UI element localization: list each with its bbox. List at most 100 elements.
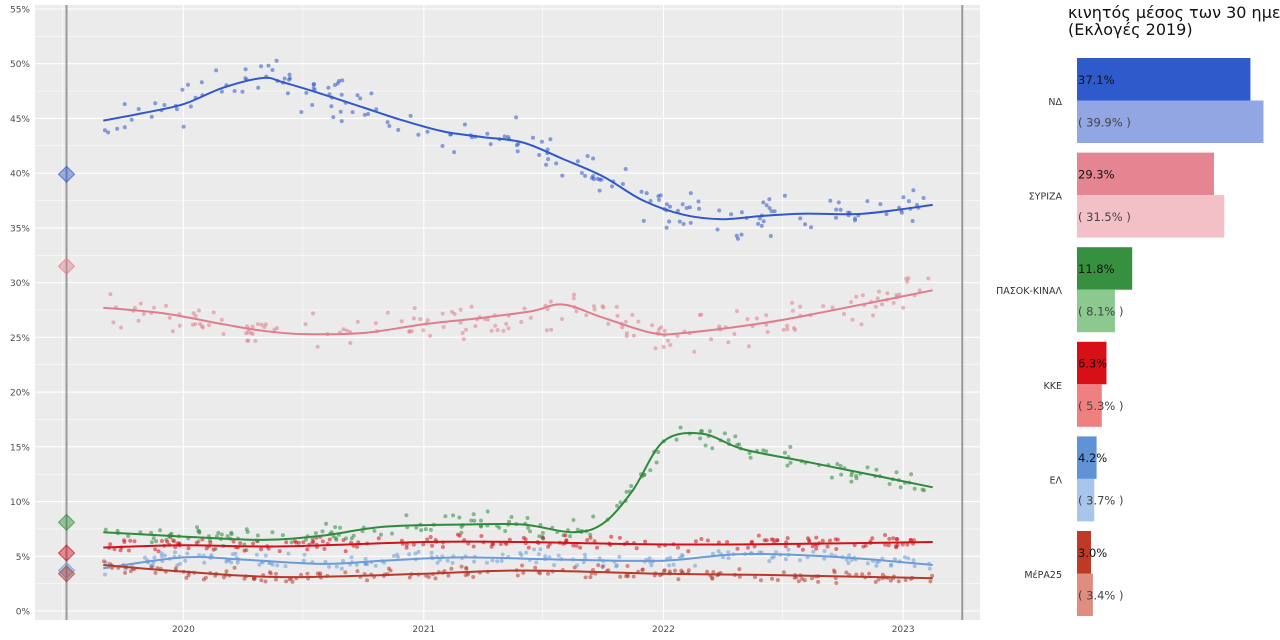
poll-point <box>339 119 344 124</box>
y-tick-label: 40% <box>10 170 30 180</box>
poll-point <box>583 173 588 178</box>
poll-point <box>748 455 753 460</box>
poll-point <box>545 307 550 312</box>
poll-point <box>716 549 721 554</box>
poll-point <box>761 200 766 205</box>
poll-point <box>305 571 310 576</box>
poll-point <box>348 341 353 345</box>
poll-point <box>696 199 701 204</box>
poll-point <box>764 449 769 454</box>
poll-point <box>592 307 597 312</box>
poll-point <box>828 538 832 543</box>
poll-point <box>676 545 680 550</box>
poll-point <box>350 110 355 115</box>
poll-point <box>479 534 484 538</box>
poll-point <box>404 513 409 518</box>
poll-point <box>927 566 932 571</box>
poll-point <box>164 303 168 308</box>
poll-point <box>469 518 474 523</box>
poll-point <box>289 540 294 545</box>
poll-point <box>287 77 291 82</box>
poll-point <box>810 544 815 549</box>
poll-point <box>362 112 367 117</box>
poll-point <box>870 536 875 541</box>
poll-point <box>507 537 512 542</box>
poll-point <box>460 331 465 335</box>
poll-point <box>320 529 325 534</box>
poll-point <box>303 322 308 327</box>
poll-point <box>693 563 697 568</box>
x-tick-label: 2020 <box>172 625 195 635</box>
poll-point <box>867 571 872 576</box>
trend-line <box>103 289 933 336</box>
poll-point <box>411 316 416 321</box>
poll-point <box>908 538 913 543</box>
poll-point <box>911 558 916 563</box>
poll-point <box>455 532 460 537</box>
poll-point <box>733 434 738 439</box>
poll-point <box>122 538 127 543</box>
poll-point <box>592 304 596 309</box>
y-tick-label: 5% <box>16 553 31 563</box>
poll-point <box>229 560 234 565</box>
poll-point <box>407 329 412 334</box>
poll-point <box>275 563 280 568</box>
poll-point <box>230 552 235 557</box>
bar-value-label: 4.2% <box>1078 451 1107 465</box>
poll-point <box>734 233 739 238</box>
poll-point <box>757 216 762 221</box>
poll-point <box>650 323 655 328</box>
poll-point <box>327 537 332 542</box>
poll-point <box>909 472 914 477</box>
poll-point <box>428 527 433 532</box>
poll-point <box>425 129 430 134</box>
poll-point <box>430 543 434 548</box>
poll-point <box>388 568 393 573</box>
poll-point <box>191 311 196 316</box>
poll-point <box>440 144 445 148</box>
poll-point <box>705 538 710 543</box>
poll-point <box>334 564 339 569</box>
poll-point <box>428 333 433 338</box>
poll-point <box>464 327 468 332</box>
poll-point <box>625 564 630 568</box>
poll-point <box>149 540 154 545</box>
poll-trend-chart: 0%5%10%15%20%25%30%35%40%45%50%55% 2020 2… <box>10 5 980 635</box>
poll-point <box>648 199 653 203</box>
poll-point <box>537 534 542 539</box>
x-tick-label: 2022 <box>652 625 675 635</box>
poll-point <box>418 317 423 322</box>
poll-point <box>698 436 703 441</box>
poll-point <box>859 322 864 327</box>
poll-point <box>472 559 477 564</box>
poll-point <box>571 518 576 522</box>
poll-point <box>461 337 466 342</box>
bar-value-label: ( 8.1% ) <box>1078 304 1124 318</box>
poll-point <box>407 575 412 580</box>
poll-point <box>887 536 892 541</box>
party-bar <box>1077 341 1107 385</box>
poll-point <box>257 562 262 567</box>
poll-point <box>311 82 316 87</box>
poll-point <box>735 546 740 551</box>
poll-point <box>873 580 878 584</box>
party-bar <box>1077 573 1093 616</box>
poll-point <box>615 313 620 318</box>
poll-point <box>860 572 865 577</box>
poll-point <box>522 306 527 311</box>
poll-point <box>782 193 787 198</box>
bar-value-label: 11.8% <box>1078 262 1115 276</box>
poll-point <box>585 154 590 158</box>
poll-point <box>715 227 720 232</box>
poll-point <box>294 540 299 545</box>
poll-point <box>798 558 802 563</box>
poll-point <box>200 325 205 330</box>
poll-point <box>526 545 531 550</box>
poll-point <box>519 320 524 324</box>
bars: ΝΔ 37.1% ( 39.9% ) ΣΥΡΙΖΑ 29.3% ( 31.5% ) ΠΑΣΟ… <box>996 58 1264 616</box>
poll-point <box>894 537 899 541</box>
party-label: ΚΚΕ <box>1044 381 1062 392</box>
party-label: ΕΛ <box>1049 475 1062 486</box>
poll-point <box>301 558 306 563</box>
poll-point <box>539 139 544 144</box>
